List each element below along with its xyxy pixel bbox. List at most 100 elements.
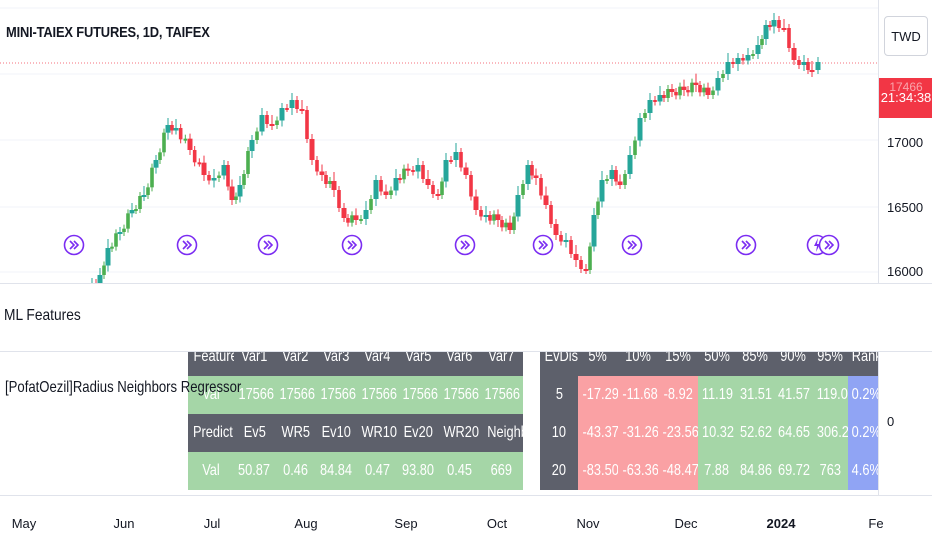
table-cell: WR20 <box>439 414 480 452</box>
candle <box>328 177 332 188</box>
last-price-label: 17466 21:34:38 <box>879 78 932 118</box>
cell-text: 119.02 <box>816 386 848 403</box>
cell-text: 15% <box>665 352 691 365</box>
cell-text: 52.62 <box>740 424 773 441</box>
cell-text: Var7 <box>488 352 515 365</box>
candle <box>138 192 142 213</box>
table-cell: 5 <box>540 376 578 414</box>
dividend-marker-icon[interactable] <box>454 234 476 256</box>
candle <box>588 242 592 274</box>
dividend-marker-icon[interactable] <box>341 234 363 256</box>
cell-text: Ev20 <box>403 424 434 441</box>
indicator-axis[interactable]: 0 <box>878 352 932 495</box>
table-row: Val 50.87 0.46 84.84 0.47 93.80 0.45 669 <box>188 452 523 490</box>
candle <box>134 205 138 214</box>
cell-text: Predict <box>192 424 233 441</box>
candle <box>760 35 764 49</box>
candle <box>102 261 106 279</box>
table-cell: 763 <box>812 452 848 490</box>
time-axis[interactable]: May Jun Jul Aug Sep Oct Nov Dec 2024 Fe <box>0 495 932 550</box>
candle <box>609 165 615 186</box>
dividend-marker-icon[interactable] <box>176 234 198 256</box>
cell-text: -23.56 <box>662 424 698 441</box>
candle <box>705 82 711 99</box>
candle <box>299 100 305 114</box>
cell-text: 669 <box>490 462 513 479</box>
price-tick-16500: 16500 <box>887 200 924 215</box>
cell-text: -11.68 <box>622 386 658 403</box>
candle <box>221 160 227 180</box>
candle <box>515 186 521 222</box>
table-cell: 0.47 <box>357 452 398 490</box>
candle <box>305 106 309 143</box>
cell-text: Val <box>202 462 220 479</box>
dividend-marker-icon[interactable] <box>532 234 554 256</box>
symbol-title[interactable]: MINI-TAIEX FUTURES, 1D, TAIFEX <box>6 24 210 41</box>
candle <box>95 279 97 283</box>
cell-text: -63.36 <box>622 462 658 479</box>
table-cell: 10 <box>540 414 578 452</box>
dividend-marker-icon[interactable] <box>257 234 279 256</box>
table-cell: 50.87 <box>234 452 275 490</box>
candlestick-chart[interactable] <box>0 0 878 283</box>
candle <box>246 147 250 178</box>
table-cell: 0.46 <box>275 452 316 490</box>
indicator-name[interactable]: [PofatOezil]Radius Neighbors Regressor <box>5 379 242 396</box>
cell-text: 69.72 <box>778 462 811 479</box>
candle <box>425 170 431 189</box>
cell-text: 90% <box>780 352 806 365</box>
pane-separator[interactable] <box>0 283 932 284</box>
table-cell: 17566 <box>480 376 523 414</box>
table-cell: 15% <box>658 352 698 376</box>
candle <box>398 174 402 184</box>
table-cell: -43.37 <box>578 414 618 452</box>
candle <box>269 115 275 130</box>
table-cell: 17566 <box>398 376 439 414</box>
candle <box>459 148 463 172</box>
time-label-2024: 2024 <box>766 516 796 531</box>
price-chart-pane[interactable]: MINI-TAIEX FUTURES, 1D, TAIFEX <box>0 0 878 283</box>
candle <box>690 78 694 97</box>
table-cell: EvDist <box>540 352 578 376</box>
table-cell: 0.2% <box>848 414 878 452</box>
candle <box>521 180 525 199</box>
table-row: 5 -17.29-11.68 -8.92 11.19 31.51 41.57 119.020… <box>540 376 878 414</box>
dividend-marker-icon[interactable] <box>621 234 643 256</box>
table-cell: 17566 <box>357 376 398 414</box>
pane-separator-2[interactable] <box>0 351 932 352</box>
time-label-nov: Nov <box>576 516 600 531</box>
time-label-oct: Oct <box>486 516 508 531</box>
candle <box>662 91 666 102</box>
candle <box>373 175 379 206</box>
candle <box>187 133 193 155</box>
dividend-marker-icon[interactable] <box>735 234 757 256</box>
candle <box>495 209 501 227</box>
cell-text: EvDist <box>544 352 578 365</box>
cell-text: 84.84 <box>320 462 353 479</box>
candle <box>237 176 243 203</box>
candle <box>530 161 534 180</box>
cell-text: Val <box>202 386 220 403</box>
candle <box>211 169 217 188</box>
table-cell: -23.56 <box>658 414 698 452</box>
table-cell: 93.80 <box>398 452 439 490</box>
table-cell: 0.45 <box>439 452 480 490</box>
candle <box>359 215 363 224</box>
indicator-pane[interactable]: Feature Var1 Var2 Var3 Var4 Var5 Var6 Var7 Val 17… <box>0 352 878 495</box>
dividend-marker-icon[interactable] <box>63 234 85 256</box>
dividend-marker-icon[interactable] <box>818 234 840 256</box>
cell-text: 5 <box>555 386 563 403</box>
candle <box>129 203 135 218</box>
candle <box>678 82 682 100</box>
candle <box>315 156 319 176</box>
currency-button[interactable]: TWD <box>884 16 928 56</box>
price-axis[interactable]: TWD 17466 21:34:38 17000 16500 16000 <box>878 0 932 283</box>
table-cell: -17.29 <box>578 376 618 414</box>
table-cell: -11.68 <box>618 376 658 414</box>
candle <box>617 174 623 189</box>
candle <box>259 108 265 136</box>
cell-text: 84.86 <box>740 462 773 479</box>
candle <box>217 171 221 182</box>
cell-text: 0.2% <box>851 424 878 441</box>
pane-label[interactable]: ML Features <box>4 307 81 324</box>
